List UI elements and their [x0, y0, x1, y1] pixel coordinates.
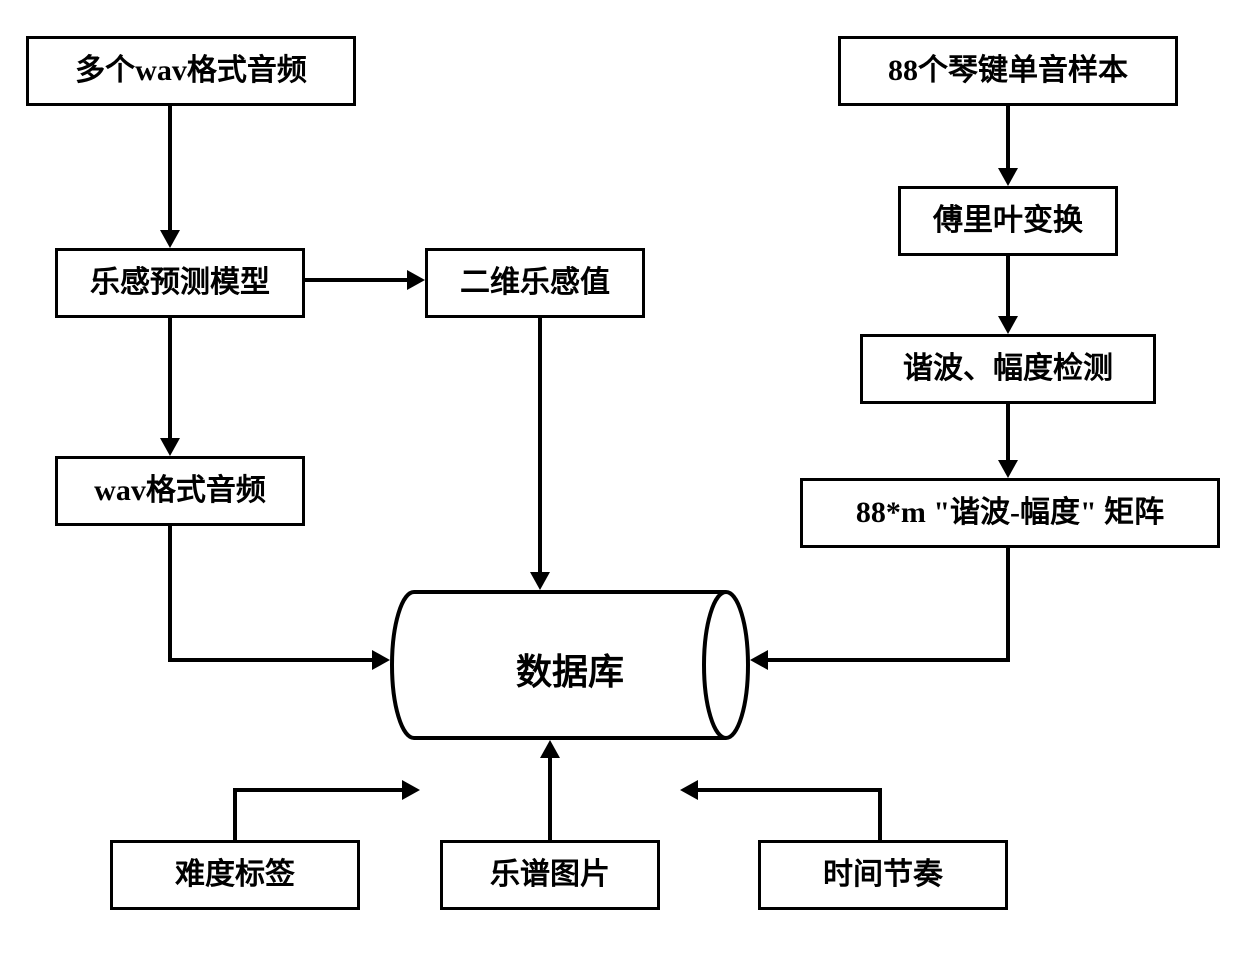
- node-score_img: 乐谱图片: [440, 840, 660, 910]
- edge-segment: [878, 790, 882, 840]
- arrow-head-icon: [160, 438, 180, 456]
- arrow-head-icon: [160, 230, 180, 248]
- arrow-head-icon: [998, 460, 1018, 478]
- edge-segment: [233, 790, 237, 840]
- node-fourier: 傅里叶变换: [898, 186, 1118, 256]
- edge-segment: [538, 318, 542, 574]
- database-cylinder: 数据库: [390, 590, 750, 740]
- arrow-head-icon: [540, 740, 560, 758]
- edge-segment: [548, 756, 552, 840]
- edge-segment: [168, 658, 374, 662]
- node-label: 时间节奏: [823, 857, 943, 893]
- edge-segment: [1006, 256, 1010, 318]
- database-label: 数据库: [390, 643, 750, 695]
- node-label: 乐感预测模型: [90, 265, 270, 301]
- node-matrix: 88*m "谐波-幅度" 矩阵: [800, 478, 1220, 548]
- node-label: 傅里叶变换: [933, 203, 1083, 239]
- edge-segment: [696, 788, 882, 792]
- arrow-head-icon: [372, 650, 390, 670]
- arrow-head-icon: [998, 316, 1018, 334]
- node-keys88: 88个琴键单音样本: [838, 36, 1178, 106]
- edge-segment: [305, 278, 409, 282]
- node-model: 乐感预测模型: [55, 248, 305, 318]
- node-label: 乐谱图片: [490, 857, 610, 893]
- edge-segment: [1006, 404, 1010, 462]
- node-two_d: 二维乐感值: [425, 248, 645, 318]
- edge-segment: [168, 106, 172, 232]
- arrow-head-icon: [750, 650, 768, 670]
- node-label: 88个琴键单音样本: [888, 53, 1128, 89]
- node-label: 88*m "谐波-幅度" 矩阵: [856, 495, 1164, 531]
- arrow-head-icon: [402, 780, 420, 800]
- node-label: 多个wav格式音频: [75, 53, 307, 89]
- node-label: 难度标签: [175, 857, 295, 893]
- node-rhythm: 时间节奏: [758, 840, 1008, 910]
- node-label: wav格式音频: [94, 473, 266, 509]
- edge-segment: [233, 788, 404, 792]
- arrow-head-icon: [407, 270, 425, 290]
- node-label: 二维乐感值: [460, 265, 610, 301]
- arrow-head-icon: [530, 572, 550, 590]
- edge-segment: [168, 526, 172, 660]
- node-harmonic: 谐波、幅度检测: [860, 334, 1156, 404]
- edge-segment: [766, 658, 1010, 662]
- arrow-head-icon: [680, 780, 698, 800]
- node-difficulty: 难度标签: [110, 840, 360, 910]
- node-label: 谐波、幅度检测: [903, 351, 1113, 387]
- node-wav_single: wav格式音频: [55, 456, 305, 526]
- flowchart-canvas: 多个wav格式音频乐感预测模型 wav格式音频 二维乐感值 88个琴键单音样本傅里叶变…: [0, 0, 1240, 954]
- arrow-head-icon: [998, 168, 1018, 186]
- edge-segment: [168, 318, 172, 440]
- edge-segment: [1006, 106, 1010, 170]
- node-wav_multi: 多个wav格式音频: [26, 36, 356, 106]
- edge-segment: [1006, 548, 1010, 660]
